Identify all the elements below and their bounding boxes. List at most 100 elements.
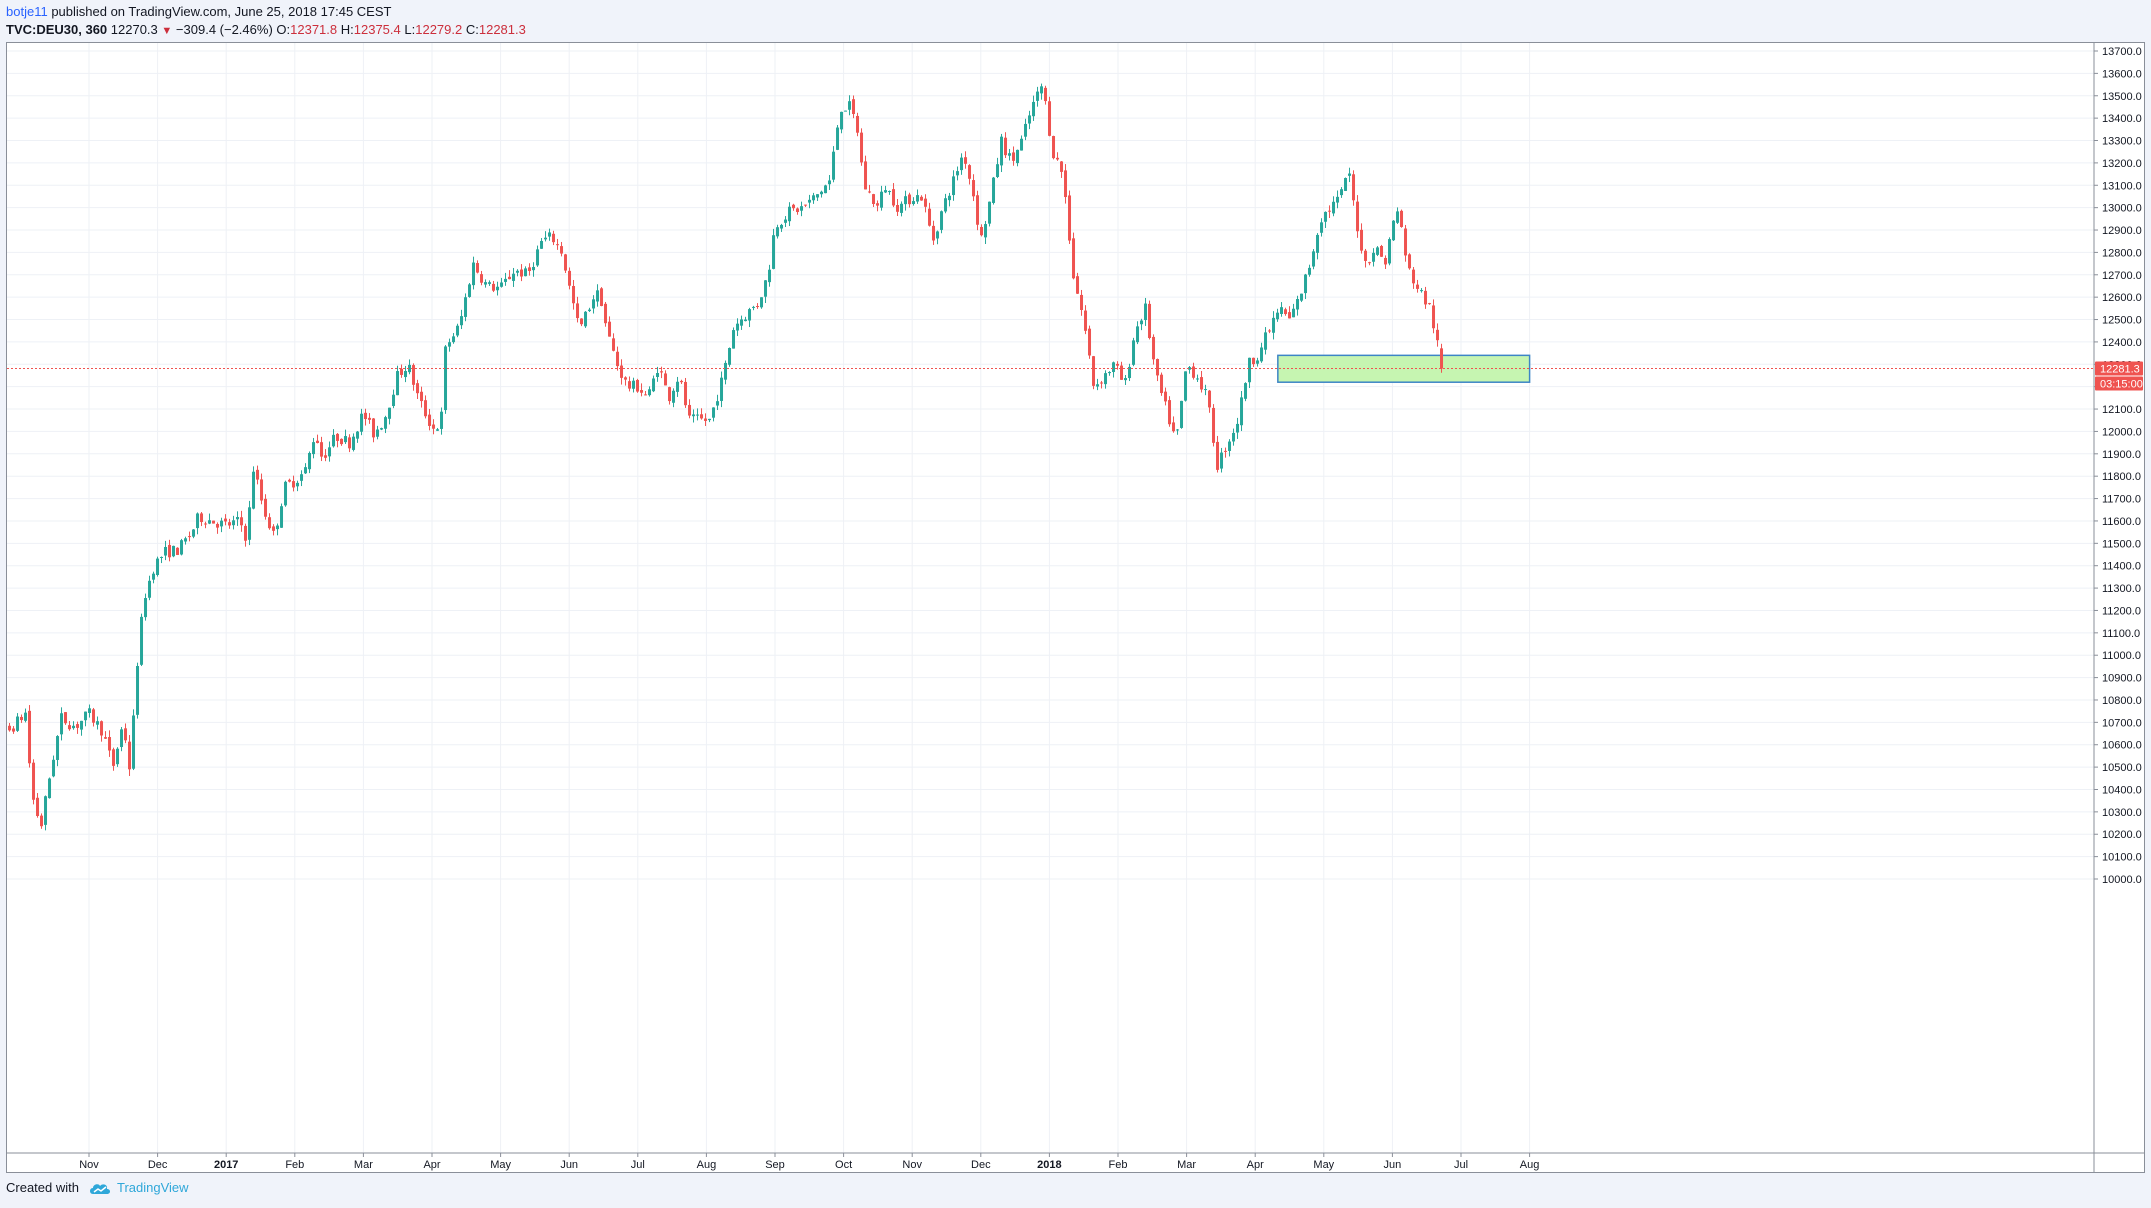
candle-body	[628, 381, 632, 389]
candle-body	[296, 482, 300, 487]
time-tick-label: Oct	[835, 1159, 852, 1171]
candle-body	[1296, 299, 1300, 310]
candle-body	[500, 282, 504, 287]
publish-info: botje11 published on TradingView.com, Ju…	[6, 4, 391, 19]
candle-body	[1376, 247, 1380, 255]
candle-body	[1200, 377, 1204, 390]
author-link[interactable]: botje11	[6, 4, 48, 19]
candle-body	[804, 204, 808, 206]
time-tick-label: Jun	[1384, 1159, 1402, 1171]
candle-body	[460, 316, 464, 326]
price-tick-label: 11700.0	[2102, 494, 2141, 506]
candle-body	[408, 364, 412, 373]
candle-body	[1160, 374, 1164, 394]
candle-body	[948, 195, 952, 201]
candle-body	[320, 442, 324, 457]
candle-body	[924, 198, 928, 207]
candle-body	[232, 520, 236, 526]
candle-body	[768, 269, 772, 283]
candle-body	[820, 191, 824, 195]
candle-body	[812, 195, 816, 201]
candle-body	[796, 208, 800, 213]
candle-body	[1000, 136, 1004, 166]
candle-body	[900, 203, 904, 213]
candle-body	[52, 759, 56, 777]
time-tick-label: 2018	[1037, 1159, 1061, 1171]
tradingview-logo[interactable]: TradingView	[89, 1180, 189, 1195]
candle-body	[1368, 262, 1372, 264]
candle-body	[432, 424, 436, 429]
candle-body	[1340, 189, 1344, 196]
candle-body	[1324, 211, 1328, 222]
candle-body	[964, 157, 968, 164]
candle-body	[56, 736, 60, 760]
candle-body	[1224, 450, 1228, 452]
candle-body	[944, 198, 948, 212]
candle-body	[176, 547, 180, 555]
candle-body	[300, 474, 304, 481]
candle-body	[1280, 307, 1284, 314]
candle-body	[324, 455, 328, 458]
candle-body	[1248, 357, 1252, 383]
candle-body	[1116, 363, 1120, 366]
candle-body	[1380, 245, 1384, 257]
high-label: H:	[340, 22, 354, 37]
candles	[0, 83, 1444, 831]
candle-body	[540, 240, 544, 249]
candle-body	[392, 394, 396, 407]
candle-body	[1332, 201, 1336, 214]
candle-body	[464, 297, 468, 317]
candle-body	[304, 467, 308, 474]
current-price-label: 12281.3	[2100, 363, 2140, 375]
candle-body	[84, 711, 88, 721]
candle-body	[284, 481, 288, 506]
candle-body	[1432, 305, 1436, 329]
candle-body	[1088, 328, 1092, 356]
candlestick-chart[interactable]: 13700.0 13600.0 13500.0 13400.0 13300.0 13200…	[0, 43, 2144, 1172]
candle-body	[484, 282, 488, 285]
candle-body	[1256, 360, 1260, 364]
candle-body	[160, 556, 164, 558]
candle-body	[12, 728, 16, 732]
candle-body	[928, 208, 932, 226]
price-axis[interactable]: 13700.0 13600.0 13500.0 13400.0 13300.0 13200…	[2094, 46, 2142, 886]
candle-body	[1040, 86, 1044, 94]
time-axis[interactable]: Nov Dec 2017 Feb Mar Apr May Jun Jul Aug Sep Oct Nov…	[79, 1153, 1539, 1171]
candle-body	[712, 407, 716, 418]
candle-body	[584, 311, 588, 327]
price-tick-label: 12400.0	[2102, 337, 2142, 349]
candle-body	[72, 725, 76, 729]
candle-body	[816, 194, 820, 198]
candle-body	[264, 498, 268, 517]
price-tick-label: 12800.0	[2102, 247, 2142, 259]
candle-body	[480, 274, 484, 283]
candle-body	[48, 778, 52, 799]
candle-body	[656, 373, 660, 377]
candle-body	[64, 712, 68, 724]
candle-body	[1196, 378, 1200, 380]
candle-body	[992, 177, 996, 203]
candle-body	[1404, 228, 1408, 256]
candle-body	[1428, 303, 1432, 305]
candle-body	[760, 297, 764, 308]
ohlc-legend: TVC:DEU30, 360 12270.3 ▼ −309.4 (−2.46%)…	[6, 22, 526, 37]
candle-body	[848, 101, 852, 110]
created-with-text: Created with	[6, 1180, 79, 1195]
candle-body	[1400, 210, 1404, 227]
close-value: 12281.3	[478, 22, 526, 37]
close-label: C:	[465, 22, 479, 37]
candle-body	[412, 365, 416, 385]
price-tick-label: 10800.0	[2102, 695, 2142, 707]
chart-pane[interactable]: 13700.0 13600.0 13500.0 13400.0 13300.0 13200…	[0, 42, 2145, 1173]
high-value: 12375.4	[353, 22, 401, 37]
candle-body	[1084, 310, 1088, 331]
symbol-label[interactable]: TVC:DEU30, 360	[6, 22, 108, 37]
time-tick-label: Aug	[697, 1159, 717, 1171]
candle-body	[632, 380, 636, 389]
candle-body	[268, 517, 272, 529]
candle-body	[1032, 101, 1036, 117]
candle-body	[1260, 347, 1264, 362]
candle-body	[1012, 152, 1016, 161]
candle-body	[1268, 330, 1272, 332]
candle-body	[728, 348, 732, 365]
